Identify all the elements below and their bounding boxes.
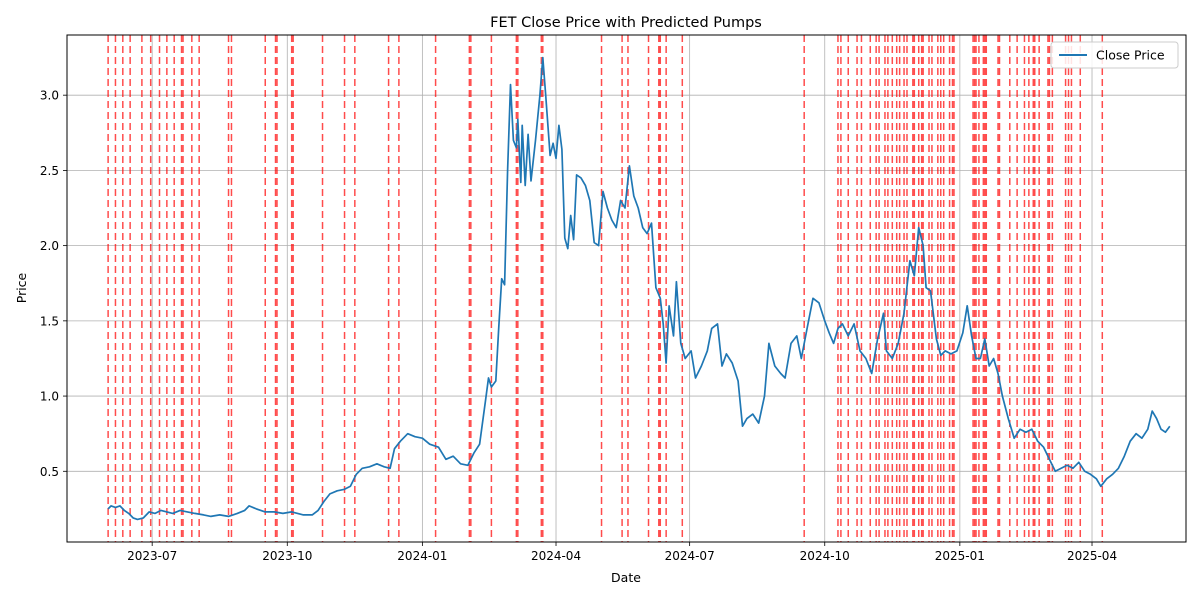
- x-tick-label: 2025-04: [1067, 549, 1117, 563]
- x-tick-label: 2024-10: [800, 549, 850, 563]
- legend-label: Close Price: [1096, 48, 1165, 63]
- predicted-pump-lines: [107, 35, 1104, 542]
- plot-frame: [66, 34, 1187, 543]
- chart-title: FET Close Price with Predicted Pumps: [490, 15, 762, 31]
- y-tick-label: 1.5: [40, 314, 59, 328]
- legend-box: [1050, 41, 1179, 69]
- x-tick-label: 2024-04: [531, 549, 581, 563]
- x-tick-label: 2025-01: [935, 549, 985, 563]
- x-tick-label: 2023-10: [262, 549, 312, 563]
- close-price-line: [107, 56, 1171, 521]
- y-axis-ticks: 0.5 1.0 1.5 2.0 2.5 3.0: [40, 89, 67, 479]
- x-tick-label: 2023-07: [127, 549, 177, 563]
- close-price-series: [107, 56, 1171, 521]
- y-tick-label: 2.0: [40, 239, 59, 253]
- y-tick-label: 0.5: [40, 465, 59, 479]
- x-axis-ticks: 2023-07 2023-10 2024-01 2024-04 2024-07 2024-…: [127, 542, 1117, 563]
- y-tick-label: 3.0: [40, 89, 59, 103]
- x-tick-label: 2024-01: [397, 549, 447, 563]
- y-tick-label: 2.5: [40, 164, 59, 178]
- y-axis-label: Price: [14, 272, 29, 303]
- x-axis-label: Date: [611, 570, 641, 585]
- grid-layer: [67, 35, 1186, 542]
- x-tick-label: 2024-07: [665, 549, 715, 563]
- y-tick-label: 1.0: [40, 390, 59, 404]
- legend: Close Price: [1050, 41, 1179, 69]
